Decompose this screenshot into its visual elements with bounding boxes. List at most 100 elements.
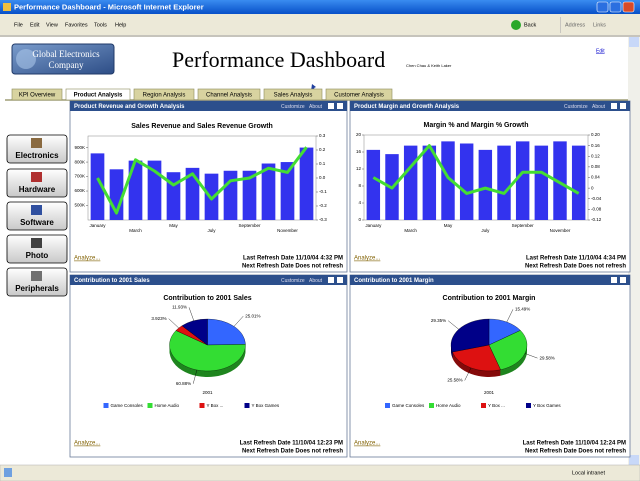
x-tick-label: March [129,228,142,233]
customize-link[interactable]: Customize [281,278,305,284]
slice-label: 3.923% [151,316,166,321]
back-button[interactable]: Back [524,22,536,28]
logo[interactable] [11,43,115,75]
y2-tick-label: 0.3 [319,133,326,138]
sidebar-button[interactable] [6,134,68,164]
slice-label: 29.35% [431,318,446,323]
tab[interactable] [325,88,393,101]
minimize-button[interactable] [596,1,609,13]
sidebar-icon [31,138,42,148]
menu-item[interactable]: Edit [30,22,40,28]
sidebar-button[interactable] [6,201,68,231]
tab-label[interactable]: Channel Analysis [206,93,252,99]
tab-label[interactable]: Region Analysis [143,93,186,99]
bar [280,162,295,220]
tab-label[interactable]: Sales Analysis [274,93,313,99]
analyze-link[interactable]: Analyze... [354,256,381,262]
panel-menu-icon[interactable] [611,277,617,283]
y2-tick-label: 0.04 [591,175,600,180]
menu-item[interactable]: Favorites [65,22,88,28]
chart-title: Contribution to 2001 Margin [443,295,536,302]
legend-swatch [199,403,205,408]
last-refresh: Last Refresh Date 11/10/04 4:32 PM [243,256,343,262]
tab[interactable] [197,88,261,101]
panel-title: Contribution to 2001 Margin [354,278,434,284]
y2-tick-label: 0.0 [319,175,326,180]
tab[interactable] [65,88,131,101]
menu-item[interactable]: Help [115,22,126,28]
panel-header [70,101,347,111]
next-refresh: Next Refresh Date Does not refresh [242,264,343,270]
maximize-button[interactable] [609,1,622,13]
x-tick-label: January [89,223,106,228]
tab-label[interactable]: Product Analysis [74,93,123,99]
sidebar-button[interactable] [6,267,68,297]
analyze-link[interactable]: Analyze... [74,441,101,447]
y-tick-label: 600K [74,188,85,193]
tab-label[interactable]: KPI Overview [19,93,56,99]
panel-close-icon[interactable] [620,103,626,109]
panel-close-icon[interactable] [337,103,343,109]
chart-title: Margin % and Margin % Growth [423,122,528,129]
panel-close-icon[interactable] [620,277,626,283]
close-button[interactable] [622,1,635,13]
tab[interactable] [263,88,323,101]
customize-link[interactable]: Customize [564,104,588,110]
slice-label: 25.01% [245,313,260,318]
customize-link[interactable]: Customize [281,104,305,110]
y-tick-label: 800K [74,159,85,164]
menu-item[interactable]: File [14,22,23,28]
tab[interactable] [11,88,63,101]
tab-label[interactable]: Customer Analysis [334,93,384,99]
analyze-link[interactable]: Analyze... [354,441,381,447]
back-icon[interactable] [511,20,521,30]
title-bar [0,0,640,14]
sidebar-label[interactable]: Peripherals [15,284,59,293]
sidebar-label[interactable]: Software [20,218,54,227]
sidebar-label[interactable]: Photo [26,251,49,260]
bar [571,145,586,220]
growth-line [372,144,580,195]
company-name: Company [49,60,84,70]
sidebar-button[interactable] [6,234,68,264]
app-icon [3,3,11,11]
y-tick-label: 4 [358,200,361,205]
y2-tick-label: 0.20 [591,132,600,137]
y2-tick-label: 0.1 [319,161,326,166]
sidebar-label[interactable]: Hardware [19,185,56,194]
x-tick-label: May [169,223,178,228]
scroll-up[interactable] [629,37,639,47]
about-link[interactable]: About [309,278,323,284]
legend-swatch [147,403,153,408]
sidebar-button[interactable] [6,168,68,198]
menu-item[interactable]: Tools [94,22,107,28]
scrollbar[interactable] [628,37,640,465]
panel-title: Contribution to 2001 Sales [74,278,150,284]
links-label[interactable]: Links [593,22,606,28]
sidebar-label[interactable]: Electronics [15,151,59,160]
panel-menu-icon[interactable] [611,103,617,109]
scroll-down[interactable] [629,455,639,465]
about-link[interactable]: About [309,104,323,110]
x-tick-label: July [207,228,216,233]
edit-link[interactable]: Edit [596,48,605,54]
analyze-link[interactable]: Analyze... [74,256,101,262]
leader-line [192,369,198,384]
y2-tick-label: -0.3 [319,217,327,222]
x-tick-label: November [277,228,298,233]
panel-menu-icon[interactable] [328,277,334,283]
y-tick-label: 12 [356,166,362,171]
tab[interactable] [133,88,195,101]
panel-menu-icon[interactable] [328,103,334,109]
bar [166,172,181,220]
chart-title: Sales Revenue and Sales Revenue Growth [131,123,273,130]
legend-swatch [244,403,250,408]
x-tick-label: May [444,223,453,228]
menu-item[interactable]: View [46,22,58,28]
panel-close-icon[interactable] [337,277,343,283]
authors: Chen Chau & Keith Laker [406,63,452,68]
about-link[interactable]: About [592,104,606,110]
legend-label: Y Box Games [533,403,561,408]
legend-label: Y Box ... [207,403,224,408]
